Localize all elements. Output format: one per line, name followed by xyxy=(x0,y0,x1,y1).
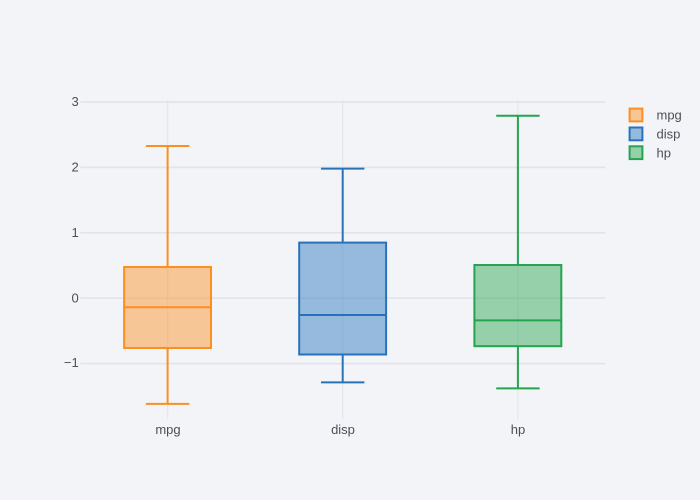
svg-text:−1: −1 xyxy=(64,355,79,370)
svg-text:3: 3 xyxy=(71,94,78,109)
svg-text:disp: disp xyxy=(331,422,355,437)
svg-text:mpg: mpg xyxy=(155,422,180,437)
svg-text:mpg: mpg xyxy=(657,108,682,123)
svg-text:2: 2 xyxy=(71,160,78,175)
svg-text:0: 0 xyxy=(71,290,78,305)
svg-text:hp: hp xyxy=(657,145,671,160)
svg-text:hp: hp xyxy=(511,422,525,437)
svg-text:1: 1 xyxy=(71,225,78,240)
svg-text:disp: disp xyxy=(657,127,681,142)
